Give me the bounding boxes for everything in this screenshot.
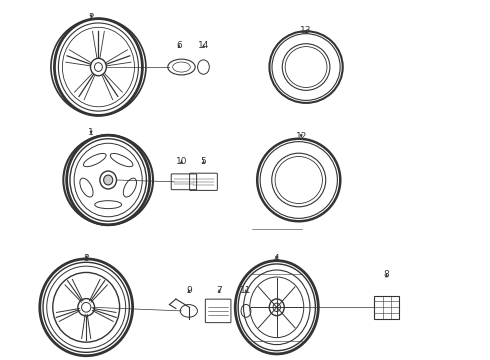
Text: 8: 8 [384,270,390,279]
Text: 3: 3 [83,253,89,262]
Text: 1: 1 [88,128,94,137]
Text: 10: 10 [176,157,187,166]
Ellipse shape [78,298,95,316]
Ellipse shape [100,171,117,189]
Text: 13: 13 [300,26,312,35]
Text: 5: 5 [200,157,206,166]
Text: 12: 12 [295,132,307,141]
Text: 2: 2 [88,13,94,22]
Text: 7: 7 [216,286,222,295]
Ellipse shape [91,58,106,76]
Text: 11: 11 [240,286,252,295]
Text: 6: 6 [176,41,182,50]
Ellipse shape [270,299,284,316]
Text: 14: 14 [198,41,209,50]
Text: 4: 4 [274,253,280,262]
Ellipse shape [103,175,113,185]
Bar [374,296,399,319]
Text: 9: 9 [186,286,192,295]
